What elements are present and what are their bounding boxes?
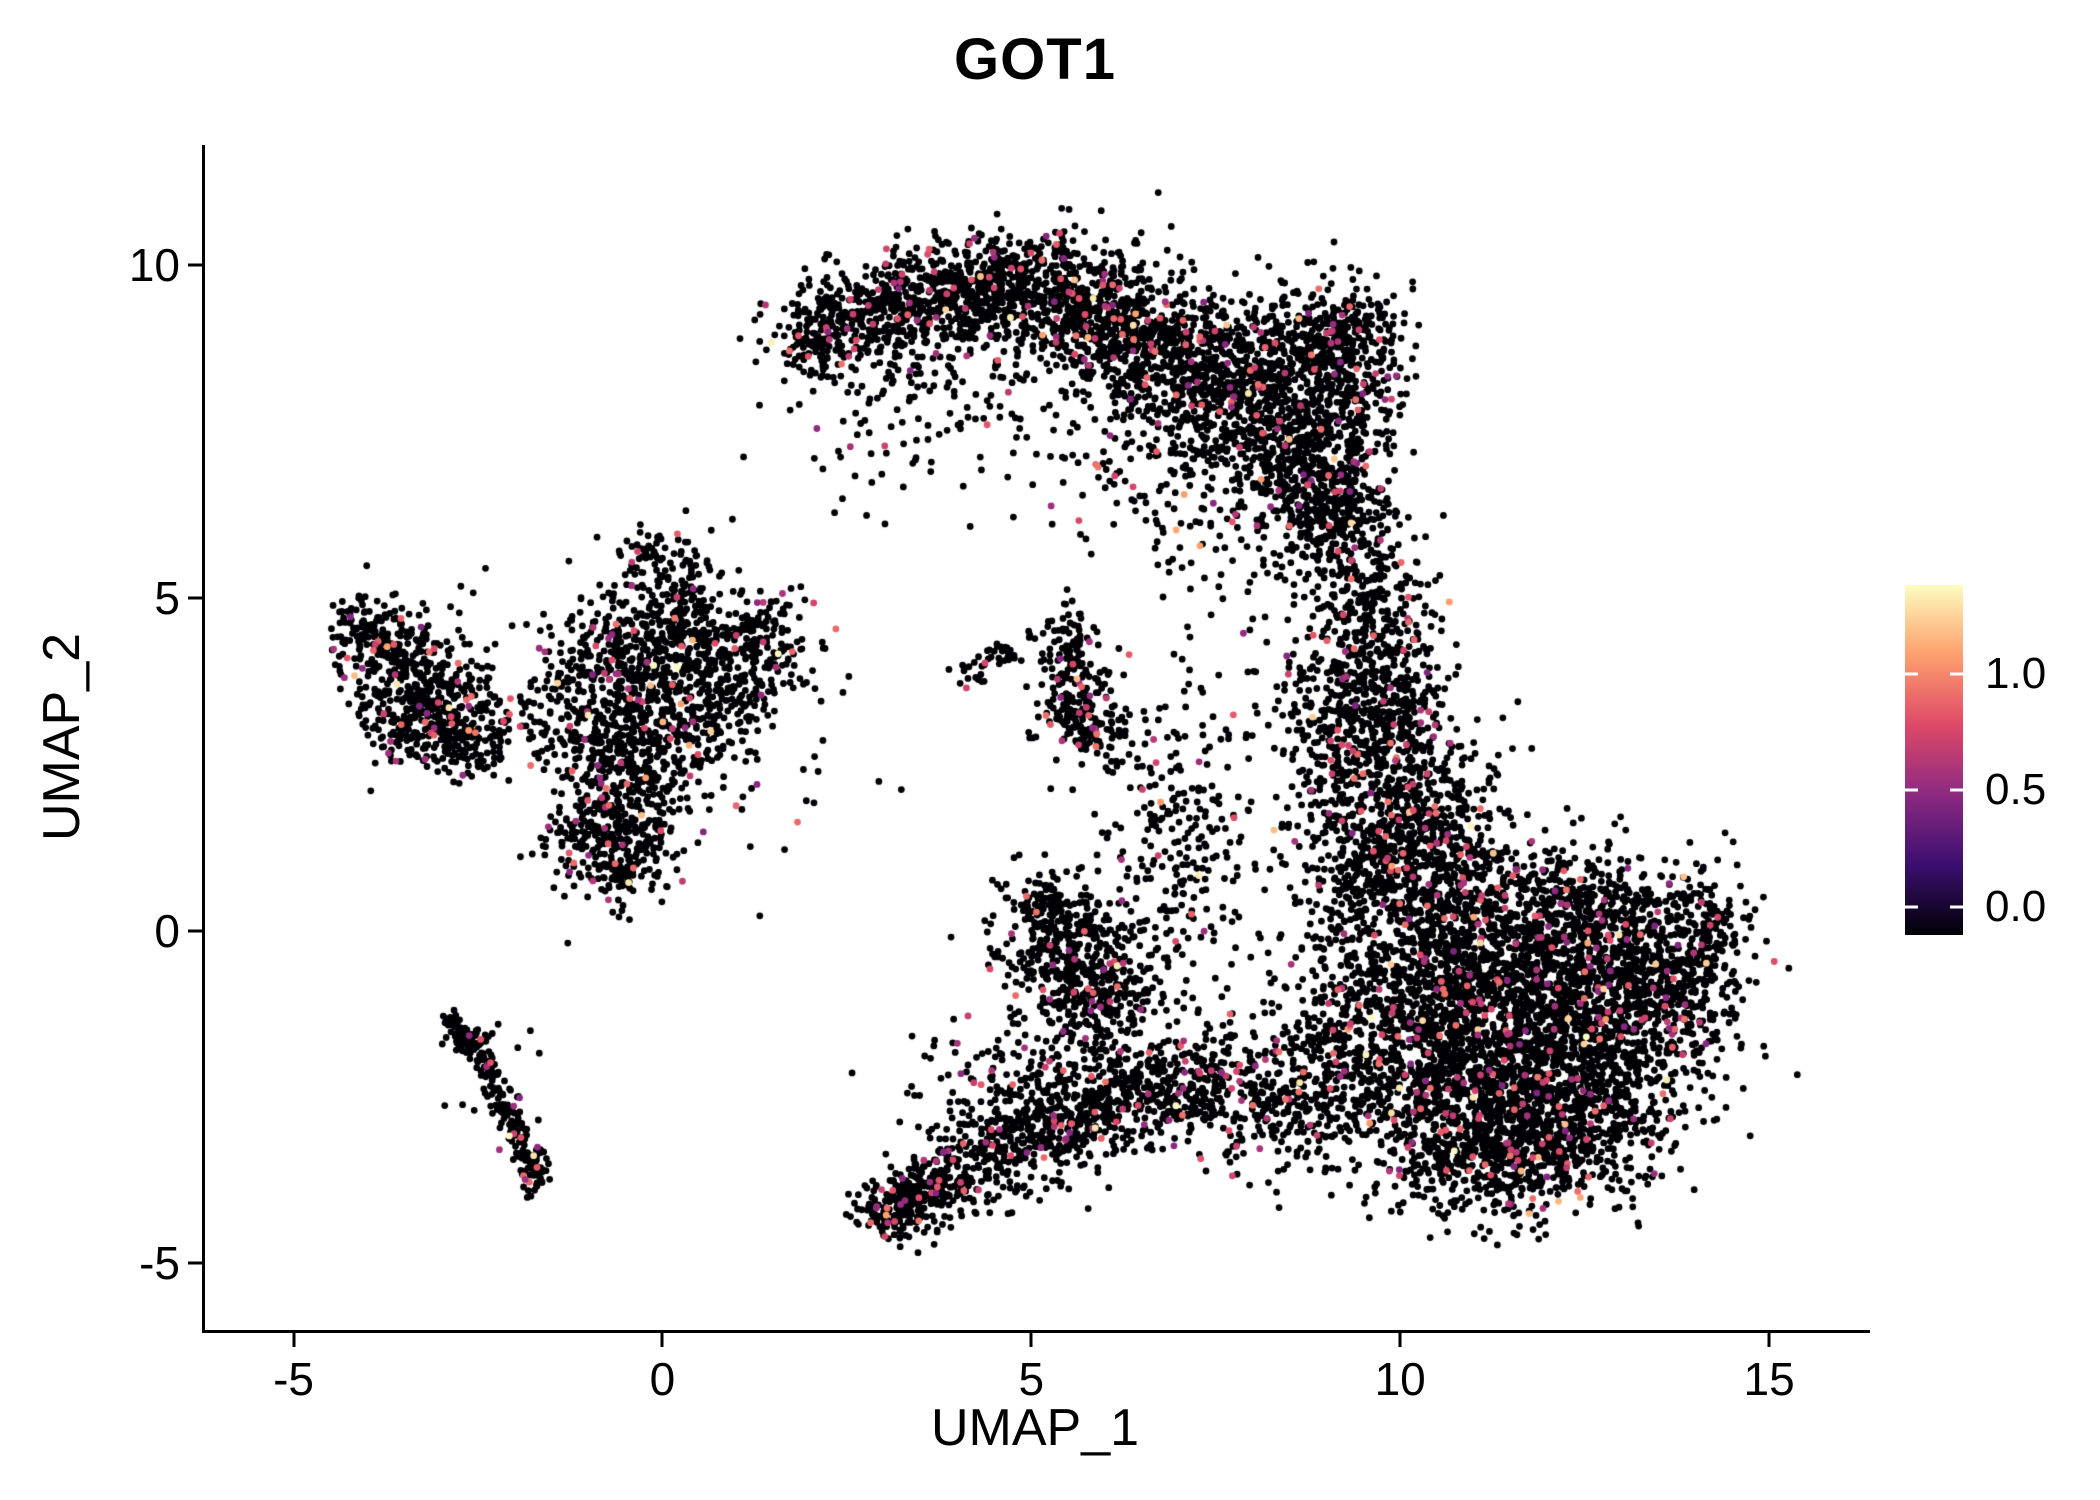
colorbar-gradient — [1905, 585, 1963, 935]
colorbar-tick-mark — [1905, 788, 1918, 792]
colorbar-tick-mark — [1950, 788, 1963, 792]
x-tick-label: 5 — [1018, 1353, 1045, 1405]
y-tick-mark — [188, 263, 202, 267]
x-tick-label: 0 — [649, 1353, 676, 1405]
x-axis-line — [202, 1330, 1870, 1333]
y-tick-label: -5 — [139, 1237, 180, 1290]
y-tick-mark — [188, 596, 202, 600]
y-tick-label: 0 — [154, 904, 180, 957]
x-tick-mark — [660, 1333, 664, 1347]
x-tick-mark — [1398, 1333, 1402, 1347]
x-tick-mark — [1767, 1333, 1771, 1347]
x-tick-label: 15 — [1743, 1353, 1795, 1405]
scatter-canvas — [205, 145, 1865, 1330]
y-tick-label: 10 — [128, 238, 180, 291]
x-tick-mark — [292, 1333, 296, 1347]
colorbar — [1905, 585, 1963, 935]
colorbar-tick-mark — [1950, 905, 1963, 909]
x-tick-label: 10 — [1374, 1353, 1426, 1405]
x-tick-label: -5 — [273, 1353, 314, 1405]
colorbar-tick-label: 1.0 — [1985, 648, 2047, 698]
x-axis-label: UMAP_1 — [930, 1399, 1140, 1457]
plot-title: GOT1 — [954, 27, 1116, 92]
plot-panel — [205, 145, 1865, 1330]
y-tick-mark — [188, 929, 202, 933]
colorbar-tick-mark — [1905, 905, 1918, 909]
y-tick-mark — [188, 1261, 202, 1265]
y-axis-line — [202, 145, 205, 1333]
y-axis-label: UMAP_2 — [33, 632, 91, 842]
colorbar-tick-label: 0.5 — [1985, 765, 2047, 815]
x-tick-mark — [1029, 1333, 1033, 1347]
y-tick-label: 5 — [154, 571, 180, 624]
colorbar-tick-label: 0.0 — [1985, 882, 2047, 931]
colorbar-tick-mark — [1950, 672, 1963, 676]
colorbar-tick-mark — [1905, 672, 1918, 676]
